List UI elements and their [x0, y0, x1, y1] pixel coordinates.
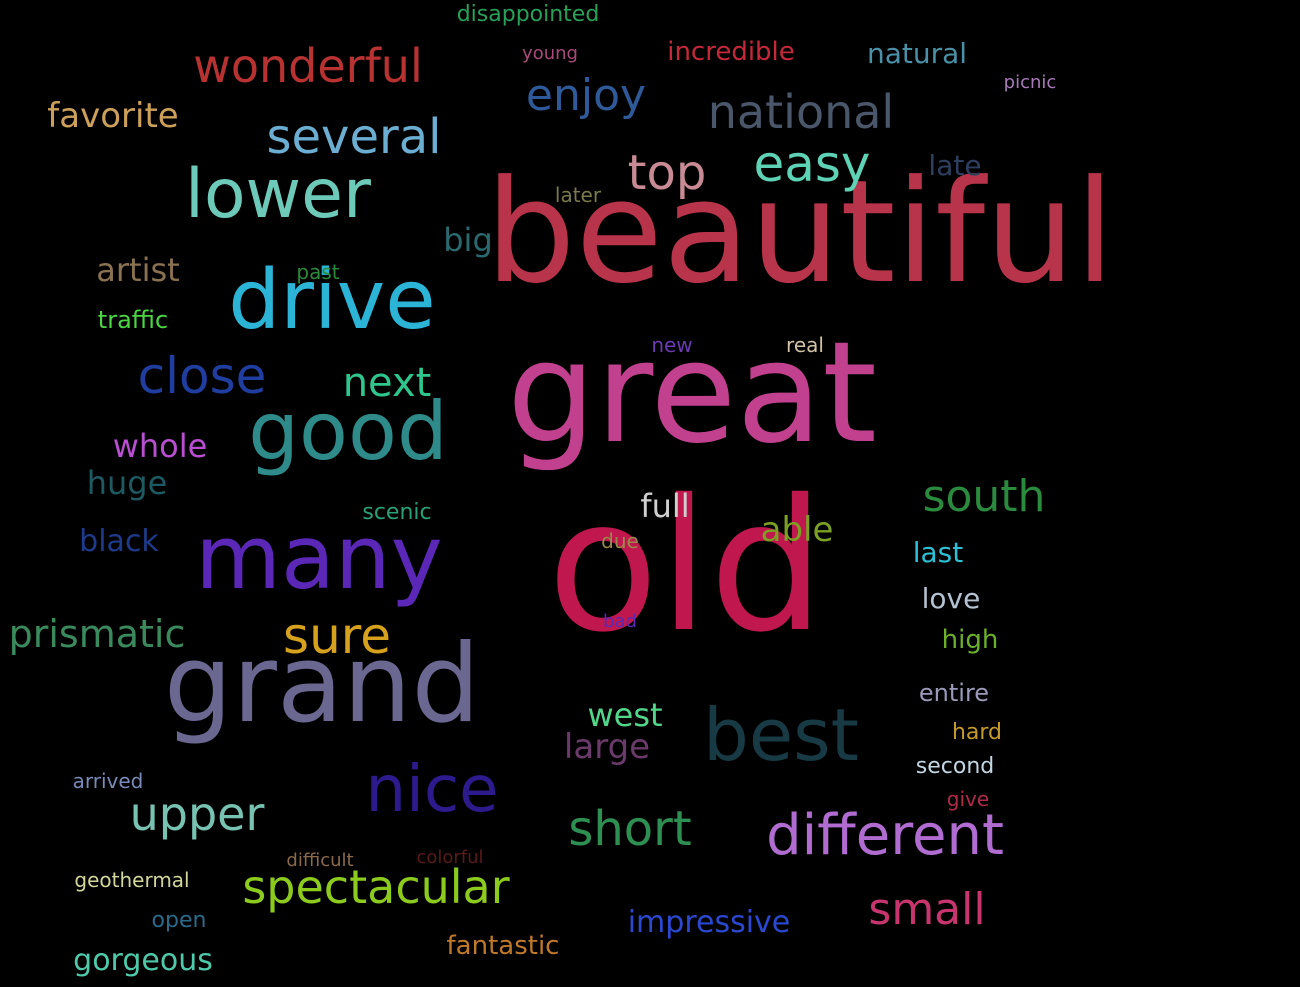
word-next: next — [342, 360, 432, 406]
word-late: late — [928, 149, 982, 182]
word-small: small — [868, 884, 986, 935]
word-close: close — [137, 347, 267, 405]
word-prismatic: prismatic — [8, 612, 186, 656]
word-good: good — [248, 385, 448, 478]
word-high: high — [941, 625, 999, 655]
word-traffic: traffic — [97, 306, 169, 334]
word-past: past — [296, 260, 340, 284]
word-new: new — [651, 333, 693, 357]
word-beautiful: beautiful — [485, 150, 1115, 315]
word-natural: natural — [866, 37, 968, 70]
word-last: last — [912, 536, 964, 569]
word-several: several — [266, 109, 442, 165]
word-picnic: picnic — [1003, 72, 1057, 93]
word-fantastic: fantastic — [446, 931, 560, 961]
word-lower: lower — [185, 155, 371, 234]
word-drive: drive — [228, 253, 436, 348]
word-bad: bad — [603, 611, 637, 632]
word-impressive: impressive — [627, 905, 791, 940]
word-young: young — [522, 43, 578, 64]
word-open: open — [151, 908, 207, 933]
word-easy: easy — [753, 135, 871, 193]
word-colorful: colorful — [416, 847, 484, 868]
word-gorgeous: gorgeous — [73, 943, 213, 978]
word-old: old — [547, 460, 825, 672]
word-scenic: scenic — [362, 500, 432, 525]
word-entire: entire — [918, 679, 990, 707]
word-incredible: incredible — [667, 37, 795, 67]
word-best: best — [703, 693, 859, 777]
word-nice: nice — [365, 753, 499, 827]
word-many: many — [195, 506, 443, 609]
word-south: south — [922, 471, 1046, 522]
word-love: love — [921, 582, 981, 615]
word-favorite: favorite — [47, 96, 179, 136]
word-disappointed: disappointed — [456, 2, 600, 27]
word-difficult: difficult — [286, 850, 354, 871]
word-hard: hard — [951, 720, 1003, 745]
word-sure: sure — [283, 607, 391, 665]
word-great: great — [506, 312, 878, 475]
word-top: top — [627, 145, 707, 201]
word-arrived: arrived — [72, 769, 144, 793]
word-large: large — [563, 727, 651, 767]
word-real: real — [786, 333, 824, 357]
word-due: due — [601, 529, 639, 553]
word-black: black — [79, 524, 159, 559]
word-artist: artist — [96, 251, 180, 289]
word-give: give — [946, 787, 990, 811]
word-enjoy: enjoy — [525, 70, 647, 121]
word-huge: huge — [86, 464, 168, 502]
word-national: national — [707, 85, 895, 139]
word-big: big — [443, 221, 493, 259]
word-able: able — [760, 510, 834, 550]
word-west: west — [587, 696, 663, 734]
word-different: different — [766, 803, 1004, 868]
word-grand: grand — [163, 622, 481, 747]
word-full: full — [640, 487, 690, 525]
word-later: later — [554, 183, 602, 207]
word-second: second — [915, 754, 995, 779]
word-short: short — [568, 801, 692, 857]
word-wonderful: wonderful — [193, 39, 423, 93]
word-upper: upper — [129, 787, 265, 841]
word-whole: whole — [112, 427, 208, 465]
word-spectacular: spectacular — [242, 860, 510, 914]
word-geothermal: geothermal — [74, 868, 190, 892]
